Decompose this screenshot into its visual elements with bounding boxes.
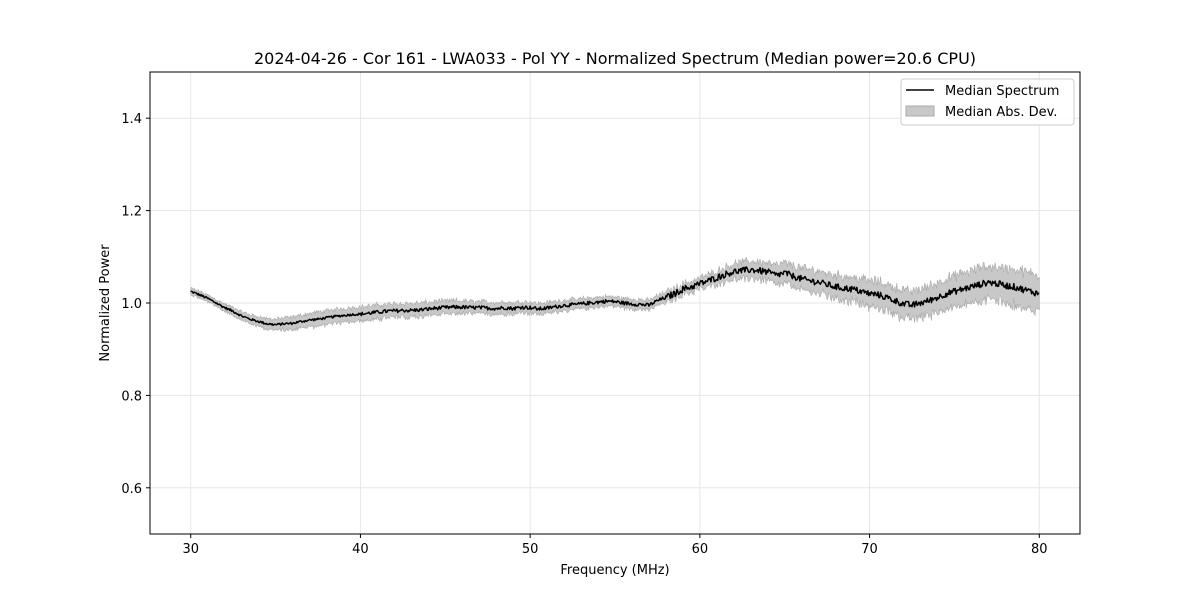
y-axis-label: Normalized Power <box>98 244 113 362</box>
legend-box <box>900 78 1075 126</box>
chart-title: 2024-04-26 - Cor 161 - LWA033 - Pol YY -… <box>254 49 976 68</box>
x-tick-label: 60 <box>692 542 709 557</box>
y-tick-label: 0.6 <box>121 482 142 497</box>
mad-band-layer <box>190 257 1040 332</box>
x-axis-ticks: 30 40 50 60 70 80 <box>182 534 1048 557</box>
legend-label-median-spectrum: Median Spectrum <box>945 84 1059 99</box>
x-tick-label: 40 <box>352 542 369 557</box>
y-tick-label: 1.4 <box>121 112 142 127</box>
median-spectrum-line <box>190 266 1040 327</box>
y-tick-label: 1.0 <box>121 297 142 312</box>
median-abs-dev-band <box>190 257 1040 332</box>
x-tick-label: 70 <box>861 542 878 557</box>
y-tick-label: 1.2 <box>121 205 142 220</box>
legend-band-swatch <box>905 105 935 117</box>
legend: Median Spectrum Median Abs. Dev. <box>900 78 1075 126</box>
x-tick-label: 80 <box>1031 542 1048 557</box>
y-axis-ticks: 0.6 0.8 1.0 1.2 1.4 <box>121 112 150 497</box>
x-axis-label: Frequency (MHz) <box>560 563 669 578</box>
x-tick-label: 30 <box>182 542 199 557</box>
x-tick-label: 50 <box>522 542 539 557</box>
legend-label-median-abs-dev: Median Abs. Dev. <box>945 105 1057 120</box>
y-tick-label: 0.8 <box>121 389 142 404</box>
median-line-layer <box>190 266 1040 327</box>
